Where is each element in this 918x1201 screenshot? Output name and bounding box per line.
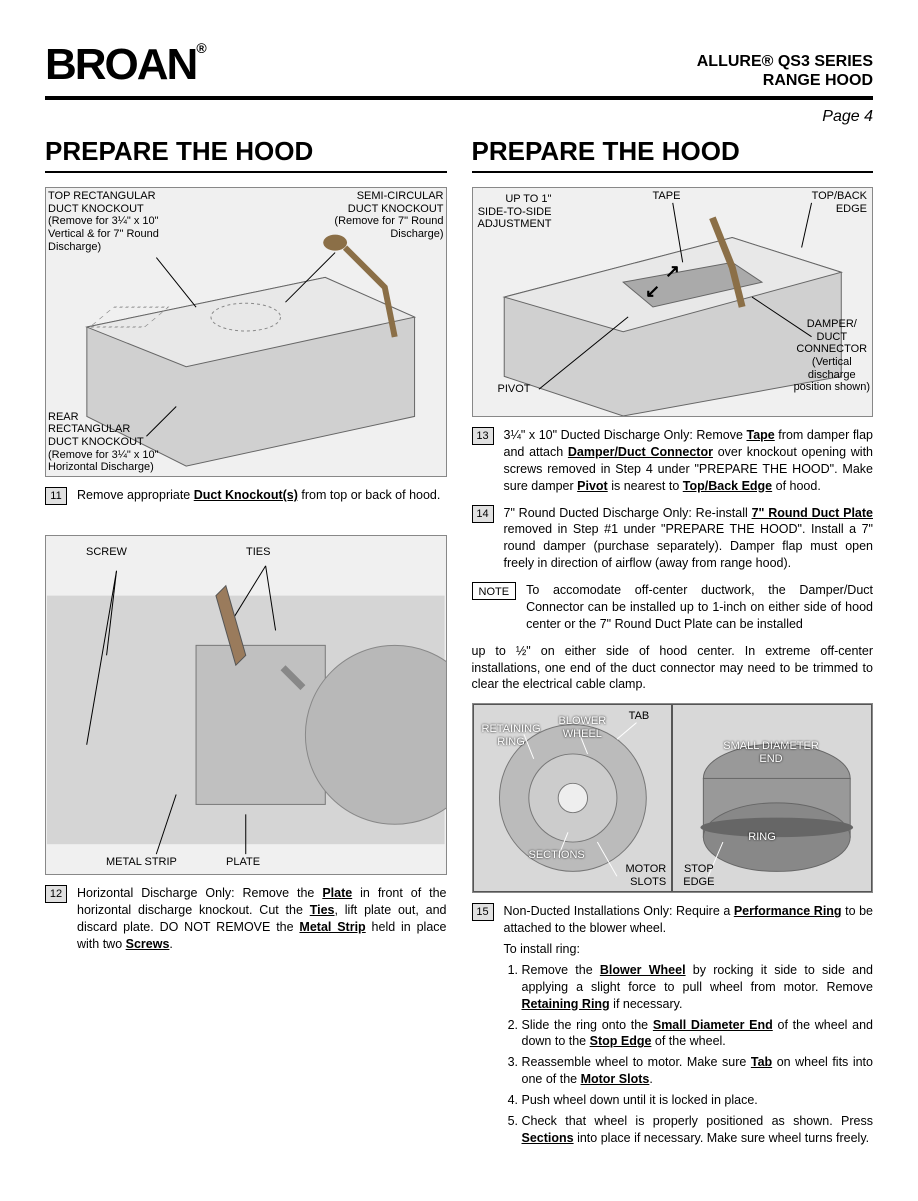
step-11-text: Remove appropriate Duct Knockout(s) from… [77, 487, 447, 505]
label-plate: PLATE [226, 856, 260, 869]
label-ties: TIES [246, 546, 270, 559]
label-tape: TAPE [653, 190, 681, 203]
label-small-diameter: SMALL DIAMETER END [723, 740, 819, 765]
label-tab: TAB [629, 710, 650, 723]
label-retaining-ring: RETAINING RING [482, 723, 541, 748]
label-screw: SCREW [86, 546, 127, 559]
label-sections: SECTIONS [529, 849, 585, 862]
label-metal-strip: METAL STRIP [106, 856, 177, 869]
step-12-text: Horizontal Discharge Only: Remove the Pl… [77, 885, 447, 953]
list-item: Slide the ring onto the Small Diameter E… [522, 1017, 874, 1051]
figure-plate: SCREW TIES METAL STRIP PLATE [45, 535, 447, 875]
figure-damper: ↙ ↗ UP TO 1" SIDE-TO-SIDE ADJUSTMENT TAP… [472, 187, 874, 417]
section-title-right: PREPARE THE HOOD [472, 136, 874, 173]
svg-text:↙: ↙ [644, 281, 659, 301]
figure-blower: RETAINING RING BLOWER WHEEL TAB SECTIONS… [472, 703, 874, 893]
product-type: RANGE HOOD [697, 71, 873, 90]
note-text: To accomodate off-center ductwork, the D… [526, 582, 873, 633]
list-item: Check that wheel is properly positioned … [522, 1113, 874, 1147]
step-14-text: 7" Round Ducted Discharge Only: Re-insta… [504, 505, 874, 573]
step-14: 14 7" Round Ducted Discharge Only: Re-in… [472, 505, 874, 573]
svg-text:↗: ↗ [664, 261, 679, 281]
label-damper-connector: DAMPER/ DUCT CONNECTOR (Vertical dischar… [794, 318, 870, 394]
label-pivot: PIVOT [498, 383, 531, 396]
label-top-rect: TOP RECTANGULAR DUCT KNOCKOUT (Remove fo… [48, 190, 159, 253]
step-13-text: 3¼" x 10" Ducted Discharge Only: Remove … [504, 427, 874, 495]
list-item: Reassemble wheel to motor. Make sure Tab… [522, 1054, 874, 1088]
step-11: 11 Remove appropriate Duct Knockout(s) f… [45, 487, 447, 505]
label-stop-edge: STOP EDGE [683, 863, 714, 888]
label-semi-circular: SEMI-CIRCULAR DUCT KNOCKOUT (Remove for … [334, 190, 443, 241]
step-num-15: 15 [472, 903, 494, 921]
label-blower-wheel: BLOWER WHEEL [559, 715, 607, 740]
header: BROAN® ALLURE® QS3 SERIES RANGE HOOD [45, 40, 873, 100]
note-label: NOTE [472, 582, 517, 600]
step-num-13: 13 [472, 427, 494, 445]
label-adjustment: UP TO 1" SIDE-TO-SIDE ADJUSTMENT [478, 193, 552, 231]
product-line: ALLURE® QS3 SERIES [697, 52, 873, 71]
label-motor-slots: MOTOR SLOTS [626, 863, 667, 888]
step-15-body: Non-Ducted Installations Only: Require a… [504, 903, 874, 1150]
brand-logo: BROAN® [45, 40, 205, 90]
step-13: 13 3¼" x 10" Ducted Discharge Only: Remo… [472, 427, 874, 495]
section-title-left: PREPARE THE HOOD [45, 136, 447, 173]
step-15-text: Non-Ducted Installations Only: Require a… [504, 903, 874, 937]
step-num-12: 12 [45, 885, 67, 903]
step-num-14: 14 [472, 505, 494, 523]
label-rear-rect: REAR RECTANGULAR DUCT KNOCKOUT (Remove f… [48, 411, 159, 474]
step-num-11: 11 [45, 487, 67, 505]
page-number: Page 4 [45, 108, 873, 126]
step-15-intro: To install ring: [504, 941, 874, 958]
left-column: PREPARE THE HOOD TOP RECTANGULAR DUCT KN… [45, 136, 447, 1161]
list-item: Remove the Blower Wheel by rocking it si… [522, 962, 874, 1013]
step-12: 12 Horizontal Discharge Only: Remove the… [45, 885, 447, 953]
right-column: PREPARE THE HOOD ↙ ↗ UP TO 1" SIDE-TO-SI… [472, 136, 874, 1161]
list-item: Push wheel down until it is locked in pl… [522, 1092, 874, 1109]
product-header: ALLURE® QS3 SERIES RANGE HOOD [697, 52, 873, 90]
label-top-edge: TOP/BACK EDGE [812, 190, 867, 215]
figure-knockouts: TOP RECTANGULAR DUCT KNOCKOUT (Remove fo… [45, 187, 447, 477]
step-15: 15 Non-Ducted Installations Only: Requir… [472, 903, 874, 1150]
step-15-list: Remove the Blower Wheel by rocking it si… [522, 962, 874, 1147]
label-ring: RING [748, 831, 776, 844]
note-block: NOTE To accomodate off-center ductwork, … [472, 582, 874, 633]
note-continued: up to ½" on either side of hood center. … [472, 643, 874, 694]
